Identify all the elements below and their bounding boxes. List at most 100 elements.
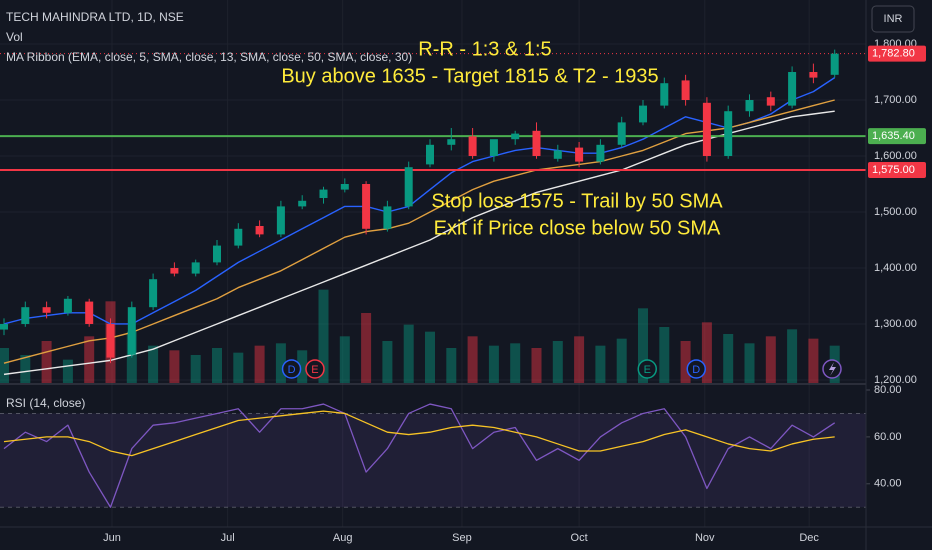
volume-bar: [84, 336, 95, 383]
volume-bar: [616, 338, 627, 383]
volume-bar: [574, 336, 585, 383]
ribbon-label: MA Ribbon (EMA, close, 5, SMA, close, 13…: [6, 50, 412, 64]
volume-bar: [723, 334, 734, 383]
candle-body: [340, 183, 349, 190]
volume-bar: [297, 350, 308, 383]
volume-bar: [20, 355, 31, 383]
volume-bar: [361, 313, 372, 383]
candle-body: [596, 144, 605, 162]
rsi-ma-line: [3, 410, 835, 457]
candle-body: [404, 167, 413, 207]
rsi-tick-label: 60.00: [874, 431, 902, 443]
candle-body: [830, 53, 839, 75]
candle-body: [489, 139, 498, 156]
candle-body: [681, 80, 690, 101]
annotation: Exit if Price close below 50 SMA: [434, 217, 721, 239]
candle-body: [639, 105, 647, 123]
event-label: E: [644, 364, 651, 376]
volume-bar: [339, 336, 350, 383]
candle-body: [660, 83, 669, 106]
candle-body: [766, 97, 775, 106]
candle-body: [21, 307, 30, 324]
candle-body: [702, 102, 711, 156]
volume-bar: [701, 322, 712, 383]
candle-body: [170, 267, 179, 274]
moving-average: [3, 99, 835, 364]
level-tag: [868, 128, 926, 145]
x-tick-label: Dec: [799, 532, 819, 544]
chart-title: TECH MAHINDRA LTD, 1D, NSE: [6, 10, 184, 24]
y-tick-label: 1,600.00: [874, 150, 917, 162]
level-tag: [868, 161, 926, 178]
x-tick-label: Jun: [103, 532, 121, 544]
lightning-glyph: [829, 362, 836, 376]
candle-body: [127, 307, 136, 355]
rsi-tick-label: 40.00: [874, 478, 902, 490]
annotation: Stop loss 1575 - Trail by 50 SMA: [431, 190, 723, 212]
event-marker[interactable]: [637, 359, 658, 379]
candle-body: [532, 130, 541, 156]
candle-body: [468, 136, 477, 156]
moving-average: [3, 77, 836, 325]
candle-body: [617, 122, 626, 145]
volume-bar: [318, 289, 329, 383]
volume-bar: [510, 343, 521, 383]
candle-body: [383, 206, 392, 229]
candle-body: [85, 301, 94, 324]
candle-body: [724, 111, 733, 156]
event-label: D: [288, 364, 296, 376]
x-tick-label: Jul: [221, 532, 235, 544]
volume-bar: [531, 348, 542, 383]
candle-body: [447, 139, 456, 145]
candle-body: [42, 307, 51, 313]
annotation: R-R - 1:3 & 1:5: [418, 38, 551, 60]
candle-body: [0, 323, 8, 330]
volume-bar: [148, 345, 159, 383]
candle-body: [426, 144, 434, 165]
volume-bar: [659, 327, 670, 383]
volume-bar: [808, 338, 819, 383]
x-tick-label: Aug: [333, 532, 353, 544]
candle-body: [106, 323, 115, 358]
x-tick-label: Nov: [695, 532, 715, 544]
candle-body: [575, 147, 584, 162]
volume-bar: [446, 348, 457, 383]
volume-bar: [212, 348, 222, 383]
last-price-label: 1,782.80: [872, 48, 915, 60]
y-tick-label: 1,500.00: [874, 206, 917, 218]
candle-body: [809, 72, 818, 78]
event-label: D: [692, 364, 700, 376]
x-tick-label: Oct: [571, 532, 588, 544]
volume-bar: [275, 343, 286, 383]
volume-bar: [169, 350, 180, 383]
volume-bar: [638, 308, 648, 383]
candle-body: [63, 298, 72, 313]
candle-body: [745, 100, 754, 112]
currency[interactable]: INR: [884, 13, 903, 25]
event-marker[interactable]: [281, 359, 302, 379]
volume-bar: [552, 341, 563, 383]
volume-bar: [233, 352, 244, 383]
candle-body: [362, 183, 371, 229]
candle-body: [213, 245, 221, 263]
rsi-line: [3, 403, 836, 508]
volume-bar: [765, 336, 776, 383]
rsi-band: [0, 413, 866, 508]
volume-bar: [0, 348, 9, 383]
candle-body: [298, 200, 307, 207]
candle-body: [234, 228, 243, 246]
event-marker[interactable]: [305, 359, 325, 379]
volume-bar: [595, 345, 606, 383]
volume-bar: [254, 345, 265, 383]
plot-layer: [0, 0, 870, 527]
level-label: 1,575.00: [872, 164, 915, 176]
volume-bar: [190, 355, 201, 383]
event-marker[interactable]: [686, 359, 706, 379]
volume-bar: [425, 331, 435, 383]
candle-body: [255, 225, 264, 235]
volume-bar: [744, 343, 755, 383]
volume-bar: [467, 336, 478, 383]
currency-box[interactable]: [871, 5, 915, 33]
